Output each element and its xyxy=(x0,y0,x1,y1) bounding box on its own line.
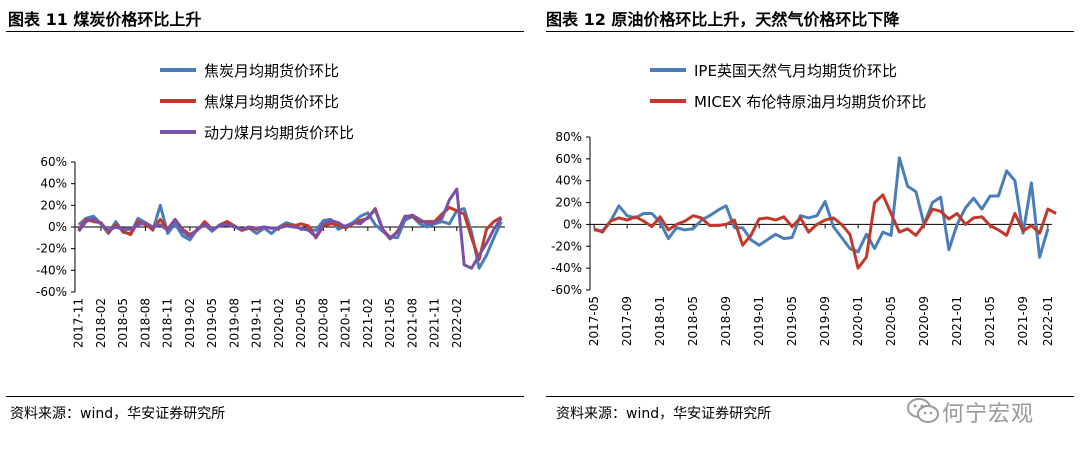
right-x-tick-label: 2018-05 xyxy=(686,296,700,346)
right-source-note: 资料来源：wind，华安证券研究所 xyxy=(556,406,772,422)
left-x-tick-label: 2021-02 xyxy=(361,298,375,348)
right-source-rule xyxy=(546,396,1074,397)
right-series-line-1 xyxy=(593,156,1050,259)
left-x-tick-label: 2019-05 xyxy=(205,298,219,348)
right-x-tick-label: 2021-05 xyxy=(983,296,997,346)
left-x-tick-label: 2017-11 xyxy=(72,298,86,348)
left-series-line-3 xyxy=(77,187,503,270)
right-y-tick-label: 20% xyxy=(555,196,582,210)
right-x-tick-label: 2018-09 xyxy=(719,296,733,346)
left-x-tick-label: 2019-08 xyxy=(227,298,241,348)
right-x-tick-label: 2020-09 xyxy=(917,296,931,346)
left-y-tick-label: -20% xyxy=(36,242,67,256)
left-series-line-1 xyxy=(77,203,503,270)
left-y-tick-label: -60% xyxy=(36,285,67,299)
right-series-line-2 xyxy=(593,193,1057,270)
left-legend-label: 焦炭月均期货价环比 xyxy=(204,62,339,80)
right-y-tick-label: -20% xyxy=(551,239,582,253)
left-x-tick-label: 2021-08 xyxy=(405,298,419,348)
right-x-tick-label: 2021-09 xyxy=(1016,296,1030,346)
right-x-tick-label: 2018-01 xyxy=(653,296,667,346)
right-x-tick-label: 2020-01 xyxy=(851,296,865,346)
right-x-tick-label: 2017-09 xyxy=(620,296,634,346)
left-legend-label: 动力煤月均期货价环比 xyxy=(204,124,354,142)
left-y-tick-label: 60% xyxy=(40,155,67,169)
left-x-tick-label: 2022-02 xyxy=(450,298,464,348)
left-source-note: 资料来源：wind，华安证券研究所 xyxy=(10,406,226,422)
right-legend-label: IPE英国天然气月均期货价环比 xyxy=(694,62,897,80)
right-y-tick-label: 40% xyxy=(555,174,582,188)
left-x-tick-label: 2018-05 xyxy=(116,298,130,348)
left-y-tick-label: -40% xyxy=(36,263,67,277)
left-x-tick-label: 2020-05 xyxy=(294,298,308,348)
right-x-tick-label: 2022-01 xyxy=(1041,296,1055,346)
left-y-tick-label: 0% xyxy=(48,220,67,234)
wechat-icon xyxy=(907,398,939,423)
left-x-tick-label: 2020-11 xyxy=(339,298,353,348)
left-x-tick-label: 2021-05 xyxy=(383,298,397,348)
left-title-rule xyxy=(6,31,524,32)
left-x-tick-label: 2018-08 xyxy=(138,298,152,348)
right-chart: -60% -40% -20% 0% 20% 40% 60% 80% 2017-05 2017-09… xyxy=(551,62,1057,346)
right-x-tick-label: 2019-05 xyxy=(785,296,799,346)
left-chart: -60% -40% -20% 0% 20% 40% 60% 2017-11 2018-02 201… xyxy=(36,62,505,348)
right-chart-title: 图表 12 原油价格环比上升，天然气价格环比下降 xyxy=(546,10,900,29)
watermark: 何宁宏观 xyxy=(906,394,1070,428)
right-y-tick-label: 80% xyxy=(555,130,582,144)
right-x-tick-label: 2021-01 xyxy=(950,296,964,346)
left-x-tick-label: 2020-02 xyxy=(272,298,286,348)
left-source-rule xyxy=(6,396,524,397)
left-x-tick-label: 2019-02 xyxy=(183,298,197,348)
left-x-tick-label: 2020-08 xyxy=(316,298,330,348)
right-x-tick-label: 2019-01 xyxy=(752,296,766,346)
watermark-text: 何宁宏观 xyxy=(942,402,1035,427)
right-y-tick-label: -40% xyxy=(551,261,582,275)
right-x-tick-label: 2019-09 xyxy=(818,296,832,346)
right-y-tick-label: -60% xyxy=(551,283,582,297)
left-x-tick-label: 2018-02 xyxy=(94,298,108,348)
right-y-tick-label: 0% xyxy=(563,217,582,231)
left-y-tick-label: 40% xyxy=(40,177,67,191)
left-x-tick-label: 2018-11 xyxy=(161,298,175,348)
left-legend-label: 焦煤月均期货价环比 xyxy=(204,93,339,111)
right-x-tick-label: 2020-05 xyxy=(884,296,898,346)
left-x-tick-label: 2019-11 xyxy=(250,298,264,348)
right-legend-label: MICEX 布伦特原油月均期货价环比 xyxy=(694,93,926,111)
right-y-tick-label: 60% xyxy=(555,152,582,166)
right-title-rule xyxy=(546,31,1074,32)
right-x-tick-label: 2017-05 xyxy=(587,296,601,346)
left-y-tick-label: 20% xyxy=(40,198,67,212)
left-x-tick-label: 2021-11 xyxy=(428,298,442,348)
left-series-line-2 xyxy=(77,206,503,261)
left-chart-title: 图表 11 煤炭价格环比上升 xyxy=(8,10,202,29)
